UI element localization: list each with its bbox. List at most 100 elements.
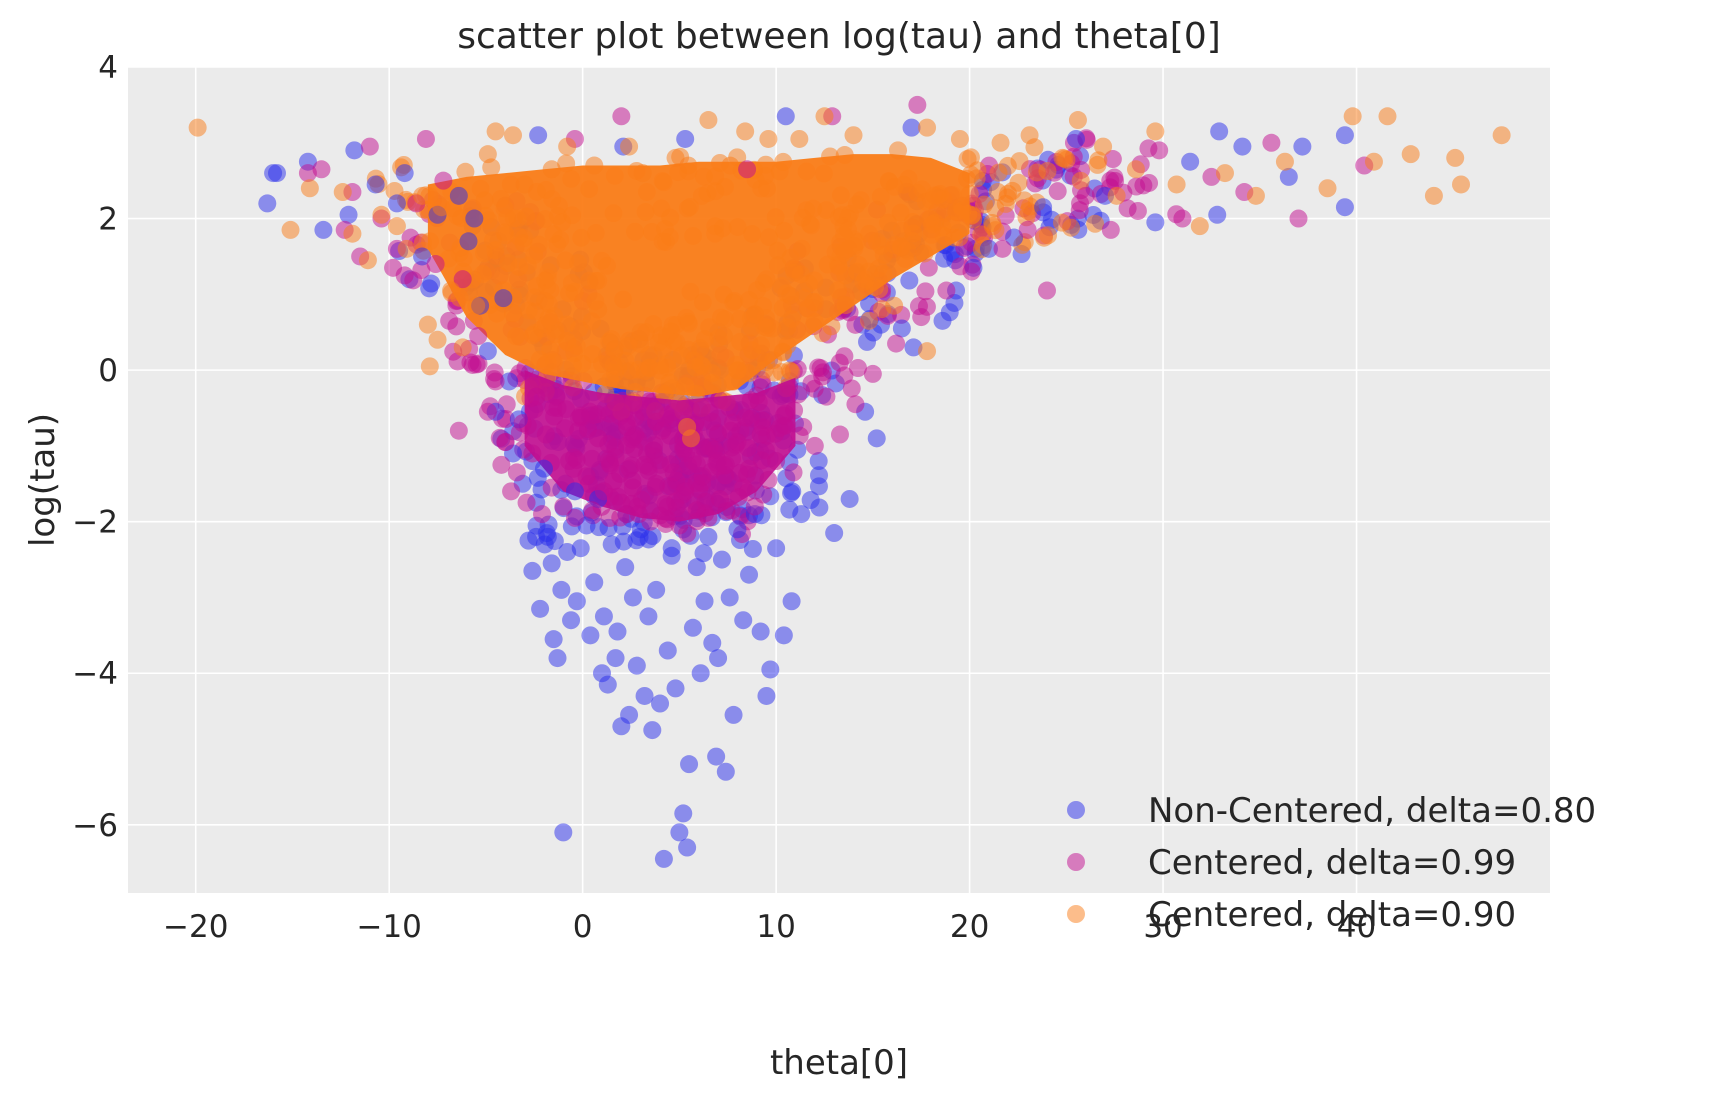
data-point	[1246, 186, 1265, 205]
data-point	[440, 311, 459, 330]
data-point	[1215, 164, 1234, 183]
data-point	[567, 592, 586, 611]
data-point	[639, 607, 658, 626]
dense-point	[1134, 176, 1153, 195]
dense-point	[1088, 155, 1107, 174]
orange-core	[427, 154, 970, 397]
data-point	[345, 141, 364, 160]
data-point	[790, 129, 809, 148]
data-point	[500, 372, 519, 391]
data-point	[1318, 179, 1337, 198]
data-point	[1018, 220, 1037, 239]
data-point	[366, 175, 385, 194]
y-tick-label: −6	[72, 808, 118, 844]
data-point	[641, 512, 660, 531]
data-point	[372, 205, 391, 224]
data-point	[594, 482, 613, 501]
dense-point	[1062, 218, 1081, 237]
data-point	[745, 497, 764, 516]
data-point	[709, 649, 728, 668]
series-points	[188, 107, 1511, 448]
data-point	[676, 129, 695, 148]
data-point	[815, 107, 834, 126]
data-point	[571, 406, 590, 425]
x-axis-ticks: −20 −10 0 10 20 30 40	[163, 909, 1376, 945]
data-point	[538, 527, 557, 546]
data-point	[387, 194, 406, 213]
data-point	[658, 641, 677, 660]
x-tick-label: −10	[356, 909, 421, 945]
data-point	[904, 338, 923, 357]
dense-point	[1086, 214, 1105, 233]
data-point	[1233, 137, 1252, 156]
y-tick-label: 2	[98, 202, 118, 238]
dense-point	[919, 258, 938, 277]
data-point	[519, 531, 538, 550]
data-point	[1378, 107, 1397, 126]
data-point	[751, 425, 770, 444]
data-point	[1126, 160, 1145, 179]
data-point	[859, 311, 878, 330]
data-point	[728, 433, 747, 452]
data-point	[494, 289, 513, 308]
data-point	[716, 455, 735, 474]
data-point	[1067, 129, 1085, 148]
x-tick-label: −20	[163, 909, 228, 945]
data-point	[623, 478, 642, 497]
data-point	[1037, 281, 1056, 300]
legend-marker	[1067, 853, 1085, 871]
data-point	[504, 126, 523, 145]
data-point	[695, 592, 714, 611]
data-point	[699, 111, 718, 130]
legend-marker	[1067, 905, 1085, 923]
data-point	[643, 721, 662, 740]
data-point	[658, 497, 677, 516]
data-point	[478, 402, 497, 421]
data-point	[413, 186, 432, 205]
data-point	[912, 308, 931, 327]
x-tick-label: 10	[756, 909, 795, 945]
data-point	[825, 524, 844, 543]
data-point	[560, 452, 579, 471]
data-point	[517, 493, 536, 512]
data-point	[608, 622, 627, 641]
data-point	[565, 482, 584, 501]
data-point	[680, 755, 699, 774]
data-point	[416, 129, 435, 148]
data-point	[720, 588, 739, 607]
data-point	[478, 145, 497, 164]
data-point	[339, 205, 358, 224]
data-point	[1335, 126, 1354, 145]
data-point	[693, 467, 712, 486]
data-point	[449, 186, 468, 205]
dense-core	[427, 154, 970, 522]
data-point	[885, 296, 904, 315]
data-point	[469, 327, 488, 346]
data-point	[627, 656, 646, 675]
data-point	[918, 342, 937, 361]
dense-point	[1103, 150, 1122, 169]
data-point	[736, 122, 755, 141]
data-point	[548, 399, 567, 418]
data-point	[666, 148, 685, 167]
dense-point	[783, 482, 802, 501]
data-point	[1173, 209, 1192, 228]
data-point	[442, 281, 461, 300]
data-point	[631, 323, 650, 342]
data-point	[1335, 198, 1354, 217]
data-point	[589, 429, 608, 448]
data-point	[461, 353, 480, 372]
data-point	[681, 429, 700, 448]
data-point	[1293, 137, 1312, 156]
scatter-points	[188, 95, 1511, 868]
data-point	[782, 592, 801, 611]
data-point	[395, 164, 414, 183]
data-point	[618, 417, 637, 436]
data-point	[1053, 148, 1072, 167]
data-point	[728, 520, 747, 539]
data-point	[1401, 145, 1420, 164]
data-point	[616, 558, 635, 577]
dense-point	[983, 217, 1002, 236]
data-point	[554, 497, 573, 516]
